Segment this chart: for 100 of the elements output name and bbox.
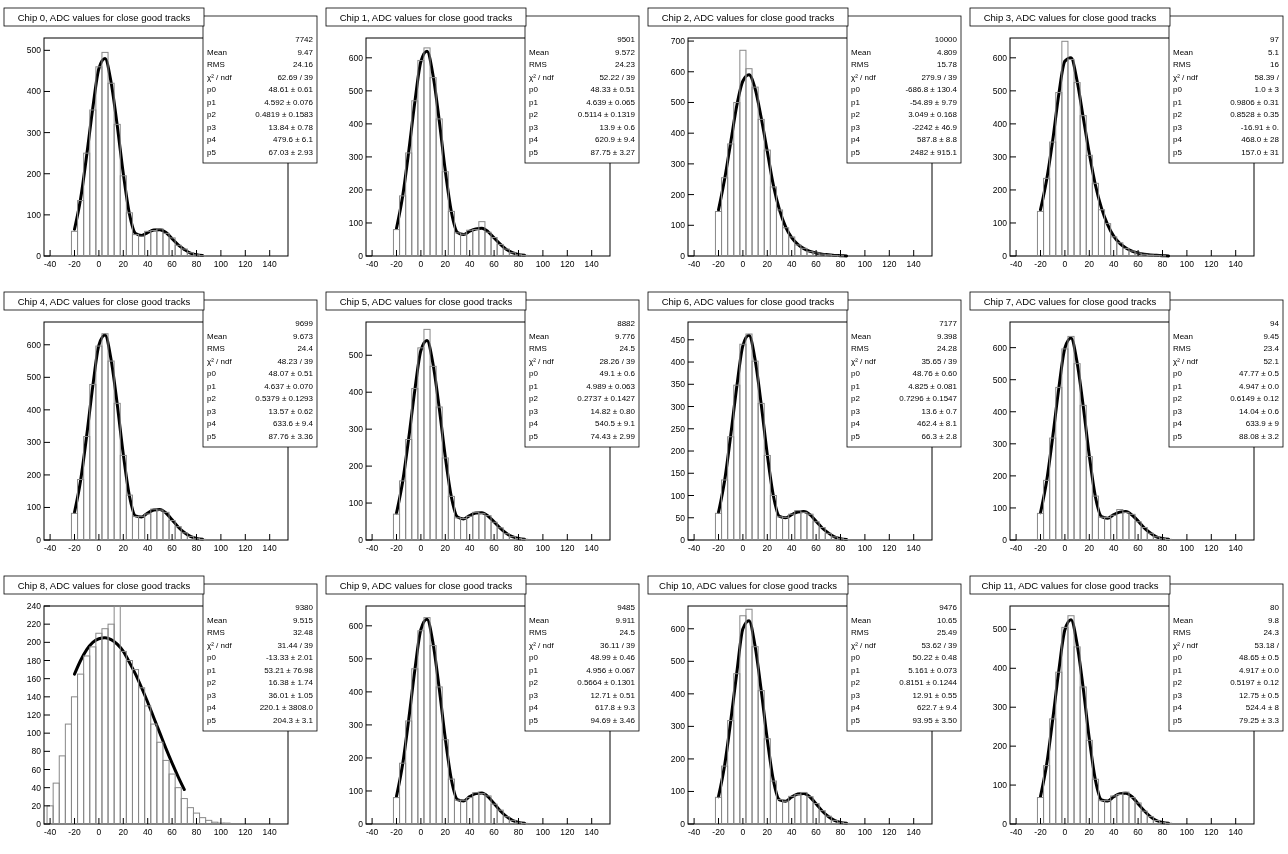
y-tick-label: 400: [670, 357, 686, 368]
chart-title: Chip 3, ADC values for close good tracks: [983, 12, 1157, 23]
stats-box: 94 Mean 9.45 RMS 23.4 χ² / ndf 52.1 p0 47.77 ± 0.5 p1 4.947 ± 0.0 p2 0.6149 ± 0.12 p3 14.04 ± 0.6 p4 633.9 ± 9 p5 88.08 ± 3.2: [1168, 299, 1284, 448]
x-tick-label: -20: [68, 543, 81, 553]
y-tick-label: 500: [670, 97, 686, 108]
y-tick-label: 100: [992, 780, 1008, 791]
x-tick-label: 60: [489, 259, 500, 269]
x-tick-label: 120: [560, 543, 575, 553]
x-tick-label: 100: [1179, 543, 1195, 553]
x-tick-label: 0: [418, 259, 424, 269]
x-tick-label: -20: [68, 827, 81, 837]
y-tick-label: 600: [348, 620, 364, 631]
y-tick-label: 40: [31, 782, 42, 793]
x-tick-label: 100: [857, 827, 873, 837]
y-tick-label: 600: [992, 342, 1008, 353]
x-tick-label: -40: [687, 259, 701, 269]
x-tick-label: 40: [1108, 259, 1119, 269]
y-tick-label: 500: [670, 656, 686, 667]
x-tick-label: 100: [857, 259, 873, 269]
y-tick-label: 500: [348, 85, 364, 96]
x-tick-label: 20: [762, 259, 773, 269]
x-tick-label: -40: [43, 543, 57, 553]
y-tick-label: 600: [26, 339, 42, 350]
y-tick-label: 0: [680, 251, 686, 261]
stats-box: 9501 Mean 9.572 RMS 24.23 χ² / ndf 52.22 / 39 p0 48.33 ± 0.51 p1 4.639 ± 0.065 p2 0.5114 ± 0.1319 p3 13.9 ± 0.6 p4 620.9 ± 9.4 p5 87.75 ± 3.27: [524, 15, 640, 164]
y-tick-label: 700: [670, 36, 686, 47]
x-tick-label: -40: [365, 543, 379, 553]
x-tick-label: 0: [96, 259, 102, 269]
y-tick-label: 300: [26, 437, 42, 448]
x-tick-label: 100: [213, 543, 229, 553]
x-tick-label: 40: [142, 827, 153, 837]
title-box: Chip 3, ADC values for close good tracks: [969, 7, 1171, 27]
y-tick-label: 400: [670, 688, 686, 699]
x-tick-label: 100: [857, 543, 873, 553]
y-tick-label: 80: [31, 746, 42, 757]
y-tick-label: 400: [348, 118, 364, 129]
y-tick-label: 600: [992, 52, 1008, 63]
y-tick-label: 0: [358, 251, 364, 261]
y-tick-label: 100: [670, 786, 686, 797]
y-tick-label: 600: [348, 52, 364, 63]
y-tick-label: 100: [348, 785, 364, 796]
x-tick-label: 40: [464, 827, 475, 837]
x-tick-label: -40: [1009, 543, 1023, 553]
y-tick-label: 200: [348, 184, 364, 195]
title-box: Chip 2, ADC values for close good tracks: [647, 7, 849, 27]
x-tick-label: 20: [1084, 827, 1095, 837]
x-tick-label: -20: [712, 259, 725, 269]
y-tick-label: 0: [36, 535, 42, 545]
stats-box: 10000 Mean 4.809 RMS 15.78 χ² / ndf 279.9 / 39 p0 -686.8 ± 130.4 p1 -54.89 ± 9.79 p2 3.049 ± 0.168 p3 -2242 ± 46.9 p4 587.8 ± 8.8 p5 2482 ± 915.1: [846, 15, 962, 164]
y-tick-label: 220: [26, 619, 42, 630]
x-tick-label: 140: [1228, 259, 1244, 269]
y-tick-label: 400: [992, 663, 1008, 674]
y-tick-label: 600: [670, 66, 686, 77]
y-tick-label: 100: [348, 498, 364, 509]
x-tick-label: 80: [191, 543, 202, 553]
title-box: Chip 7, ADC values for close good tracks: [969, 291, 1171, 311]
y-tick-label: 100: [26, 502, 42, 513]
y-tick-label: 180: [26, 655, 42, 666]
x-tick-label: 140: [262, 543, 278, 553]
x-tick-label: 40: [786, 259, 797, 269]
x-tick-label: 0: [1062, 827, 1068, 837]
x-tick-label: -40: [365, 259, 379, 269]
y-tick-label: 200: [348, 752, 364, 763]
y-tick-label: 500: [992, 374, 1008, 385]
y-tick-label: 100: [670, 490, 686, 501]
y-tick-label: 140: [26, 691, 42, 702]
x-tick-label: 0: [1062, 543, 1068, 553]
x-tick-label: 40: [786, 827, 797, 837]
x-tick-label: 140: [584, 827, 600, 837]
chart-title: Chip 7, ADC values for close good tracks: [983, 296, 1157, 307]
x-tick-label: 140: [262, 259, 278, 269]
y-tick-label: 200: [26, 168, 42, 179]
x-tick-label: 80: [191, 259, 202, 269]
chart-title: Chip 8, ADC values for close good tracks: [17, 580, 191, 591]
y-tick-label: 0: [358, 819, 364, 829]
y-tick-label: 200: [670, 446, 686, 457]
y-tick-label: 100: [348, 217, 364, 228]
stats-box: 9380 Mean 9.515 RMS 32.48 χ² / ndf 31.44 / 39 p0 -13.33 ± 2.01 p1 53.21 ± 76.98 p2 16.38 ± 1.74 p3 36.01 ± 1.05 p4 220.1 ± 3808.0 p5 204.3 ± 3.1: [202, 583, 318, 732]
y-tick-label: 50: [675, 512, 686, 523]
x-tick-label: -40: [365, 827, 379, 837]
x-tick-label: -20: [1034, 543, 1047, 553]
y-tick-label: 0: [1002, 251, 1008, 261]
stats-box: 7177 Mean 9.398 RMS 24.28 χ² / ndf 35.65 / 39 p0 48.76 ± 0.60 p1 4.825 ± 0.081 p2 0.7296 ± 0.1547 p3 13.6 ± 0.7 p4 462.4 ± 8.1 p5 66.3 ± 2.8: [846, 299, 962, 448]
x-tick-label: 80: [835, 543, 846, 553]
y-tick-label: 100: [992, 217, 1008, 228]
y-tick-label: 100: [26, 209, 42, 220]
x-tick-label: 20: [1084, 259, 1095, 269]
x-tick-label: 120: [238, 827, 253, 837]
x-tick-label: 20: [118, 827, 129, 837]
x-tick-label: -20: [1034, 259, 1047, 269]
x-tick-label: 40: [142, 259, 153, 269]
title-box: Chip 6, ADC values for close good tracks: [647, 291, 849, 311]
y-tick-label: 150: [670, 468, 686, 479]
x-tick-label: 100: [535, 827, 551, 837]
x-tick-label: -40: [687, 827, 701, 837]
chart-title: Chip 5, ADC values for close good tracks: [339, 296, 513, 307]
x-tick-label: 100: [1179, 259, 1195, 269]
x-tick-label: 120: [238, 259, 253, 269]
x-tick-label: 100: [1179, 827, 1195, 837]
x-tick-label: 60: [167, 543, 178, 553]
